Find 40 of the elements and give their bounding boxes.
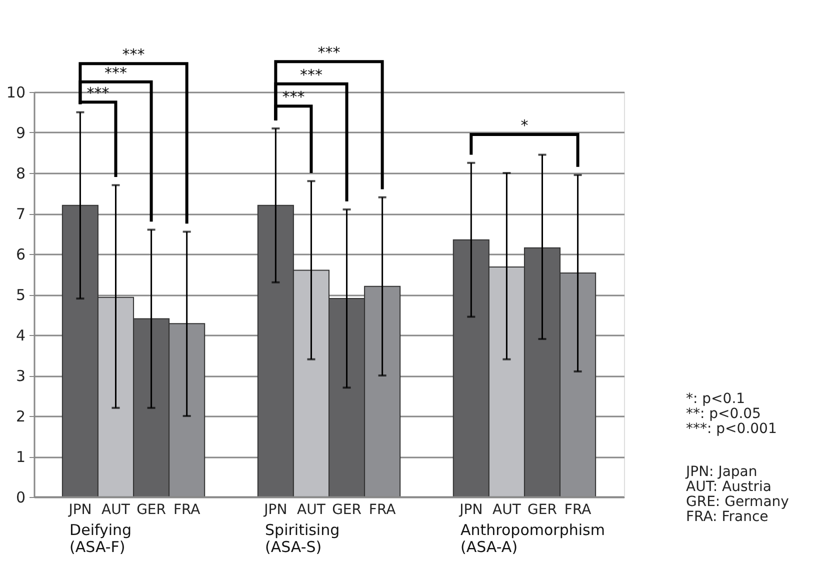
text: GER <box>332 502 362 518</box>
text: **: p<0.05 <box>686 406 761 422</box>
text: FRA: France <box>686 509 768 525</box>
text: FRA <box>564 502 592 518</box>
text: *** <box>300 66 323 84</box>
annotation: * <box>520 116 529 135</box>
text: JPN <box>264 502 288 518</box>
text: AUT <box>297 502 326 518</box>
y-tick-label: 4 <box>16 326 26 344</box>
y-tick-label: 7 <box>16 205 26 223</box>
text: *** <box>104 64 128 82</box>
y-tick-label: 8 <box>16 164 26 182</box>
text: ***: p<0.001 <box>686 421 777 437</box>
text: GRE: Germany <box>686 494 789 510</box>
x-tick-label: Anthropomorphism (ASA-A) <box>460 521 605 556</box>
x-tick-label: Deifying (ASA-F) <box>70 521 132 556</box>
series-label: FRA <box>173 502 201 518</box>
x-tick-label: Spiritising (ASA-S) <box>265 521 340 556</box>
y-tick-label: 5 <box>16 286 26 304</box>
series-label: GER <box>136 502 166 518</box>
y-tick-label: 0 <box>16 488 26 506</box>
annotation: *** <box>282 88 306 106</box>
y-tick-label: 1 <box>16 448 26 466</box>
text: *** <box>318 44 341 62</box>
text: *: p<0.1 <box>686 391 746 407</box>
text: GER <box>528 502 557 518</box>
y-tick-label: 9 <box>16 124 26 142</box>
y-tick-label: 3 <box>16 367 26 385</box>
y-tick-label: 6 <box>16 246 26 264</box>
text: JPN <box>460 502 483 518</box>
y-tick-label: 2 <box>16 408 26 426</box>
series-label: AUT <box>102 502 130 518</box>
text: FRA <box>368 502 396 518</box>
series-label: JPN <box>68 502 92 518</box>
text: AUT <box>492 502 521 518</box>
text: *** <box>122 46 146 64</box>
text: AUT: Austria <box>686 479 772 495</box>
y-tick-label: 10 <box>6 84 26 102</box>
text: JPN: Japan <box>685 464 758 480</box>
annotation: *** <box>86 84 110 102</box>
